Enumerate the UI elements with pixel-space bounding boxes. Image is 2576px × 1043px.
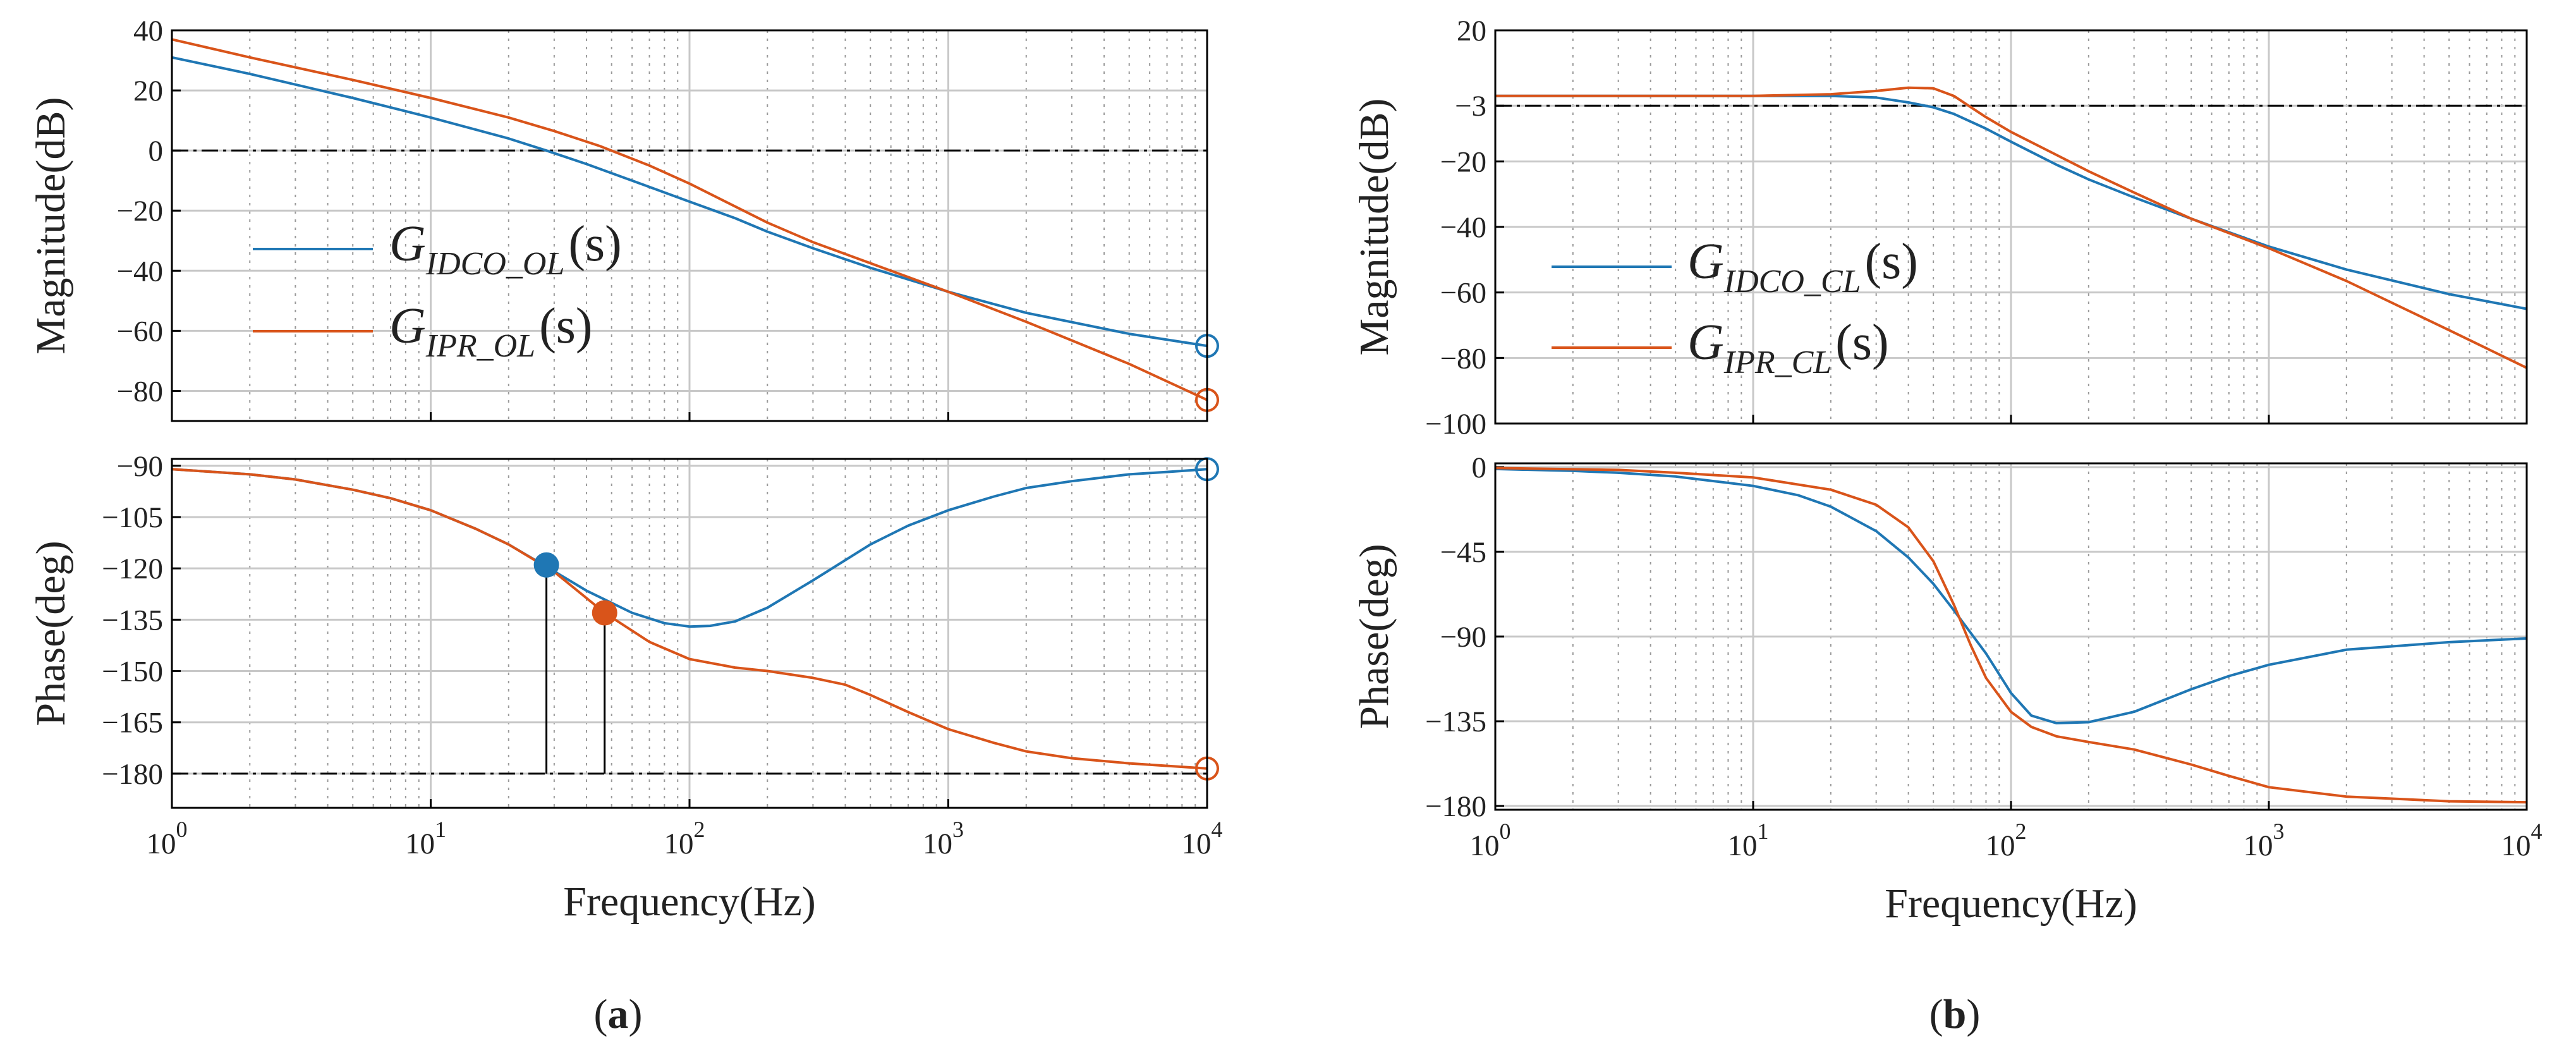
y-tick-label: −80 [116, 375, 163, 408]
panel-b-magnitude: 20 −3 −20 −40 −60 −80 −100 Magnitude(dB) GIDCO_C… [1351, 15, 2528, 441]
y-tick-label: 40 [133, 15, 163, 47]
plot-frame [1494, 29, 2528, 425]
y-axis-label: Phase(deg) [1351, 544, 1397, 729]
plot-frame [1494, 462, 2528, 811]
y-tick-label: −135 [102, 604, 163, 637]
panel-a-magnitude: 40 20 0 −20 −40 −60 −80 Magnitude(dB) GIDCO_OL(s… [28, 15, 1219, 422]
y-tick-label: −90 [116, 450, 163, 483]
plot-frame [171, 458, 1208, 809]
x-tick-label: 103 [2244, 819, 2285, 862]
y-tick-label: −80 [1440, 342, 1486, 375]
x-tick-label: 104 [1182, 817, 1223, 860]
x-tick-label: 101 [1728, 819, 1769, 862]
y-tick-label: −105 [102, 501, 163, 534]
y-axis-label: Phase(deg) [28, 540, 74, 726]
y-tick-label: −60 [116, 315, 163, 348]
series-line-orange [171, 468, 1208, 770]
y-tick-label: −180 [1425, 790, 1486, 823]
y-tick-label: −180 [102, 758, 163, 791]
x-tick-label: 100 [1470, 819, 1511, 862]
y-tick-label: −20 [1440, 145, 1486, 178]
y-tick-label: 0 [149, 135, 164, 168]
series-line-blue [1495, 94, 2527, 310]
legend-label: GIDCO_CL(s) [1687, 234, 1918, 300]
x-axis-label: Frequency(Hz) [563, 879, 815, 925]
legend-label: GIDCO_OL(s) [389, 216, 622, 282]
plot-frame [171, 29, 1208, 422]
x-axis-label: Frequency(Hz) [1885, 881, 2137, 927]
series-line-blue [171, 56, 1208, 348]
caption-b: (b) [1929, 991, 1981, 1037]
y-axis-label: Magnitude(dB) [28, 97, 74, 355]
y-tick-label: 0 [1472, 451, 1487, 484]
series-line-blue [1495, 467, 2527, 724]
x-tick-label: 102 [664, 817, 705, 860]
y-tick-label: 20 [133, 75, 163, 107]
y-tick-label: 20 [1457, 15, 1486, 47]
series-line-orange [1495, 467, 2527, 804]
series-line-orange [171, 38, 1208, 401]
y-tick-label: −40 [116, 255, 163, 288]
y-tick-label: −150 [102, 656, 163, 688]
y-axis-label: Magnitude(dB) [1351, 99, 1397, 356]
caption-a: (a) [594, 991, 643, 1037]
marker-filled-orange [592, 600, 617, 626]
x-tick-label: 102 [1986, 819, 2027, 862]
marker-filled-blue [533, 552, 559, 578]
y-tick-label: −45 [1440, 536, 1486, 569]
panel-a-phase: −90 −105 −120 −135 −150 −165 −180 100 101 102 103 1… [28, 450, 1223, 925]
legend-label: GIPR_CL(s) [1687, 315, 1889, 381]
y-tick-label: −60 [1440, 277, 1486, 310]
x-tick-label: 101 [405, 817, 446, 860]
y-tick-label: −40 [1440, 211, 1486, 244]
x-tick-label: 100 [147, 817, 188, 860]
y-tick-label: −20 [116, 195, 163, 228]
y-tick-label: −135 [1425, 705, 1486, 738]
series-line-orange [1495, 86, 2527, 369]
y-tick-label: −165 [102, 707, 163, 740]
y-tick-label: −120 [102, 552, 163, 585]
y-tick-label: −3 [1455, 90, 1486, 123]
panels-layer: 40 20 0 −20 −40 −60 −80 Magnitude(dB) GIDCO_OL(s… [28, 15, 2543, 927]
x-tick-label: 104 [2501, 819, 2543, 862]
y-tick-label: −90 [1440, 621, 1486, 654]
legend-label: GIPR_OL(s) [389, 298, 593, 364]
y-tick-label: −100 [1425, 408, 1486, 441]
x-tick-label: 103 [923, 817, 964, 860]
